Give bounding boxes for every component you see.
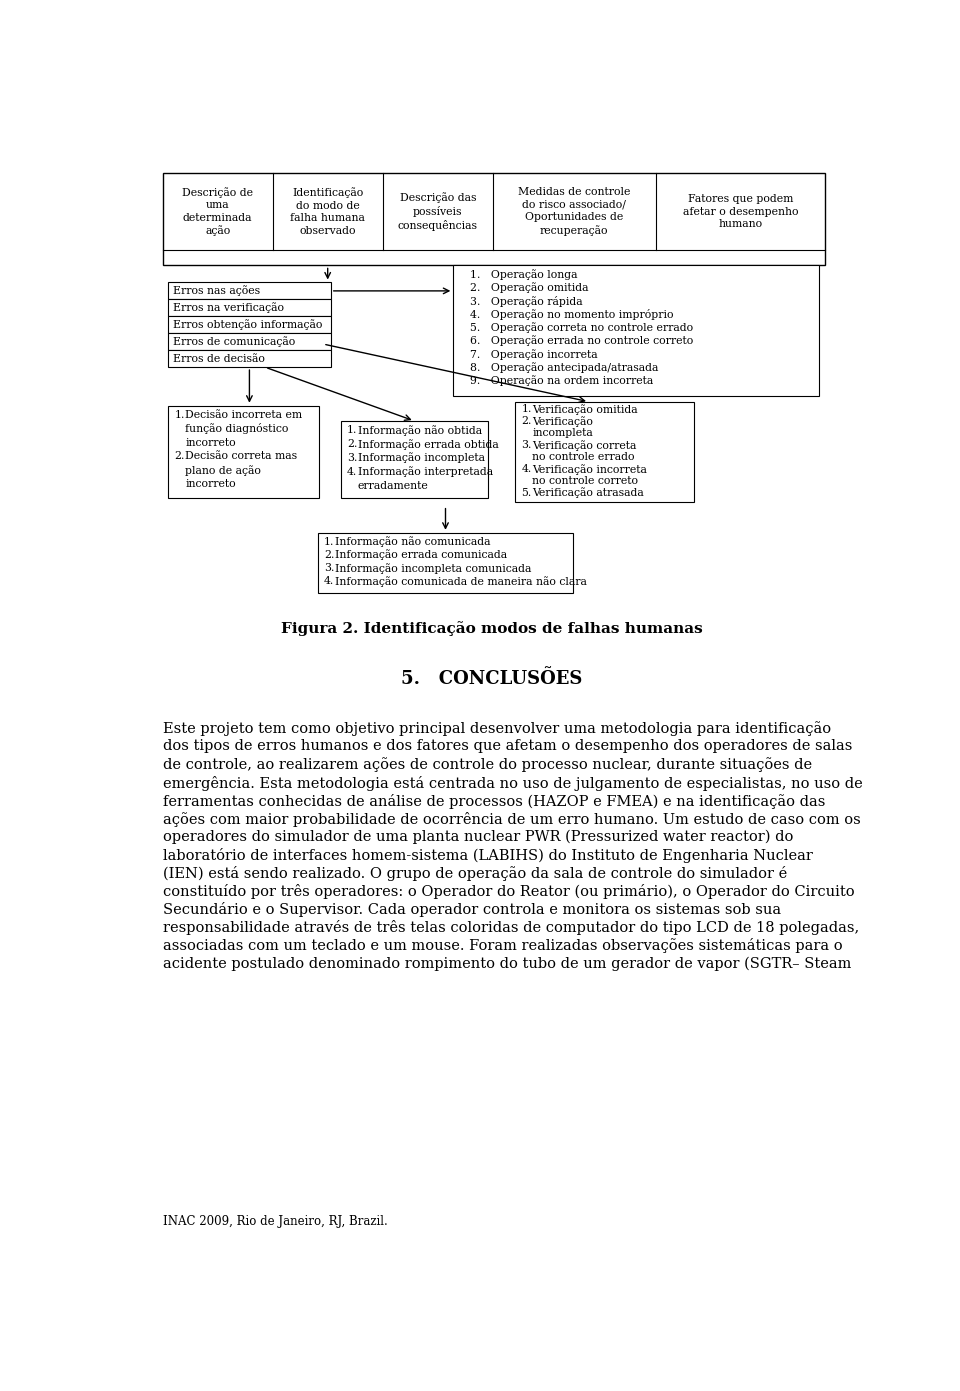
Bar <box>168 282 331 299</box>
Bar <box>168 406 319 498</box>
Text: 2.: 2. <box>324 549 334 561</box>
Text: 5.   Operação correta no controle errado: 5. Operação correta no controle errado <box>470 323 693 332</box>
Text: incorreto: incorreto <box>185 479 236 490</box>
Text: laboratório de interfaces homem-sistema (LABIHS) do Instituto de Engenharia Nucl: laboratório de interfaces homem-sistema … <box>162 849 812 862</box>
Text: Erros de comunicação: Erros de comunicação <box>173 337 295 348</box>
Text: Informação errada comunicada: Informação errada comunicada <box>335 549 507 561</box>
Text: ações com maior probabilidade de ocorrência de um erro humano. Um estudo de caso: ações com maior probabilidade de ocorrên… <box>162 812 860 826</box>
Text: incorreto: incorreto <box>185 438 236 448</box>
Text: Erros na verificação: Erros na verificação <box>173 302 284 313</box>
Text: de controle, ao realizarem ações de controle do processo nuclear, durante situaç: de controle, ao realizarem ações de cont… <box>162 758 812 772</box>
Text: plano de ação: plano de ação <box>185 465 261 476</box>
Text: no controle correto: no controle correto <box>532 476 638 485</box>
Text: 1.   Operação longa: 1. Operação longa <box>470 270 578 280</box>
Text: 5.   CONCLUSÕES: 5. CONCLUSÕES <box>401 670 583 689</box>
Text: Descrição de
uma
determinada
ação: Descrição de uma determinada ação <box>182 186 253 236</box>
Text: no controle errado: no controle errado <box>532 452 635 462</box>
Text: 2.   Operação omitida: 2. Operação omitida <box>470 282 588 294</box>
Text: 1.: 1. <box>175 410 184 420</box>
Text: Descrição das
possíveis
consequências: Descrição das possíveis consequências <box>397 192 478 231</box>
Text: Figura 2. Identificação modos de falhas humanas: Figura 2. Identificação modos de falhas … <box>281 622 703 636</box>
Text: incompleta: incompleta <box>532 428 593 438</box>
Text: 4.: 4. <box>521 465 532 474</box>
Text: Verificação incorreta: Verificação incorreta <box>532 463 647 474</box>
Text: Informação errada obtida: Informação errada obtida <box>358 438 498 449</box>
Text: 2.: 2. <box>348 440 357 449</box>
Text: Secundário e o Supervisor. Cada operador controla e monitora os sistemas sob sua: Secundário e o Supervisor. Cada operador… <box>162 903 780 917</box>
Text: constituído por três operadores: o Operador do Reator (ou primário), o Operador : constituído por três operadores: o Opera… <box>162 885 854 899</box>
Text: emergência. Esta metodologia está centrada no uso de julgamento de especialistas: emergência. Esta metodologia está centra… <box>162 776 862 790</box>
Text: Verificação correta: Verificação correta <box>532 440 636 451</box>
Text: erradamente: erradamente <box>358 481 429 491</box>
Text: Decisão incorreta em: Decisão incorreta em <box>185 410 302 420</box>
Text: Erros obtenção informação: Erros obtenção informação <box>173 320 322 330</box>
Text: dos tipos de erros humanos e dos fatores que afetam o desempenho dos operadores : dos tipos de erros humanos e dos fatores… <box>162 740 852 754</box>
Bar <box>168 316 331 334</box>
Bar <box>168 299 331 316</box>
Text: Medidas de controle
do risco associado/
Oportunidades de
recuperação: Medidas de controle do risco associado/ … <box>518 188 631 235</box>
Text: Verificação: Verificação <box>532 416 593 427</box>
Text: 3.   Operação rápida: 3. Operação rápida <box>470 296 583 306</box>
Text: Informação interpretada: Informação interpretada <box>358 466 493 477</box>
Text: 1.: 1. <box>521 405 532 415</box>
Text: 4.   Operação no momento impróprio: 4. Operação no momento impróprio <box>470 309 674 320</box>
Text: 4.: 4. <box>324 576 334 586</box>
Bar <box>162 172 826 266</box>
Text: Identificação
do modo de
falha humana
observado: Identificação do modo de falha humana ob… <box>290 188 365 235</box>
Text: Este projeto tem como objetivo principal desenvolver uma metodologia para identi: Este projeto tem como objetivo principal… <box>162 722 830 736</box>
Text: Erros de decisão: Erros de decisão <box>173 353 265 363</box>
Text: 3.: 3. <box>521 441 532 451</box>
Text: 6.   Operação errada no controle correto: 6. Operação errada no controle correto <box>470 335 693 346</box>
Text: Fatores que podem
afetar o desempenho
humano: Fatores que podem afetar o desempenho hu… <box>683 195 798 230</box>
Text: Erros nas ações: Erros nas ações <box>173 285 260 296</box>
Bar <box>516 402 693 502</box>
Bar <box>168 351 331 367</box>
Text: 8.   Operação antecipada/atrasada: 8. Operação antecipada/atrasada <box>470 362 659 373</box>
Text: 9.   Operação na ordem incorreta: 9. Operação na ordem incorreta <box>470 376 654 387</box>
Bar <box>318 533 573 593</box>
Text: Decisão correta mas: Decisão correta mas <box>185 452 298 462</box>
Text: Informação não comunicada: Informação não comunicada <box>335 537 491 547</box>
Text: 3.: 3. <box>348 453 357 463</box>
Text: Verificação atrasada: Verificação atrasada <box>532 488 644 498</box>
Text: 1.: 1. <box>324 537 334 547</box>
Text: 7.   Operação incorreta: 7. Operação incorreta <box>470 349 598 360</box>
Text: operadores do simulador de uma planta nuclear PWR (Pressurized water reactor) do: operadores do simulador de uma planta nu… <box>162 830 793 844</box>
Text: 4.: 4. <box>348 467 357 477</box>
Text: Informação incompleta: Informação incompleta <box>358 452 485 463</box>
Text: Informação incompleta comunicada: Informação incompleta comunicada <box>335 563 531 573</box>
Text: 5.: 5. <box>521 488 532 498</box>
Text: Informação comunicada de maneira não clara: Informação comunicada de maneira não cla… <box>335 576 587 587</box>
Text: acidente postulado denominado rompimento do tubo de um gerador de vapor (SGTR– S: acidente postulado denominado rompimento… <box>162 957 851 971</box>
Text: função diagnóstico: função diagnóstico <box>185 423 288 434</box>
Bar <box>341 421 488 498</box>
Text: 2.: 2. <box>175 452 184 462</box>
Text: 3.: 3. <box>324 563 334 573</box>
Text: responsabilidade através de três telas coloridas de computador do tipo LCD de 18: responsabilidade através de três telas c… <box>162 921 859 935</box>
Bar <box>168 334 331 351</box>
Text: Informação não obtida: Informação não obtida <box>358 424 482 435</box>
Text: 1.: 1. <box>348 426 357 435</box>
Text: ferramentas conhecidas de análise de processos (HAZOP e FMEA) e na identificação: ferramentas conhecidas de análise de pro… <box>162 794 825 808</box>
Text: Verificação omitida: Verificação omitida <box>532 403 638 415</box>
Text: associadas com um teclado e um mouse. Foram realizadas observações sistemáticas : associadas com um teclado e um mouse. Fo… <box>162 939 842 953</box>
Text: INAC 2009, Rio de Janeiro, RJ, Brazil.: INAC 2009, Rio de Janeiro, RJ, Brazil. <box>162 1214 388 1228</box>
Text: (IEN) está sendo realizado. O grupo de operação da sala de controle do simulador: (IEN) está sendo realizado. O grupo de o… <box>162 867 787 881</box>
Bar <box>453 266 819 396</box>
Text: 2.: 2. <box>521 416 532 427</box>
